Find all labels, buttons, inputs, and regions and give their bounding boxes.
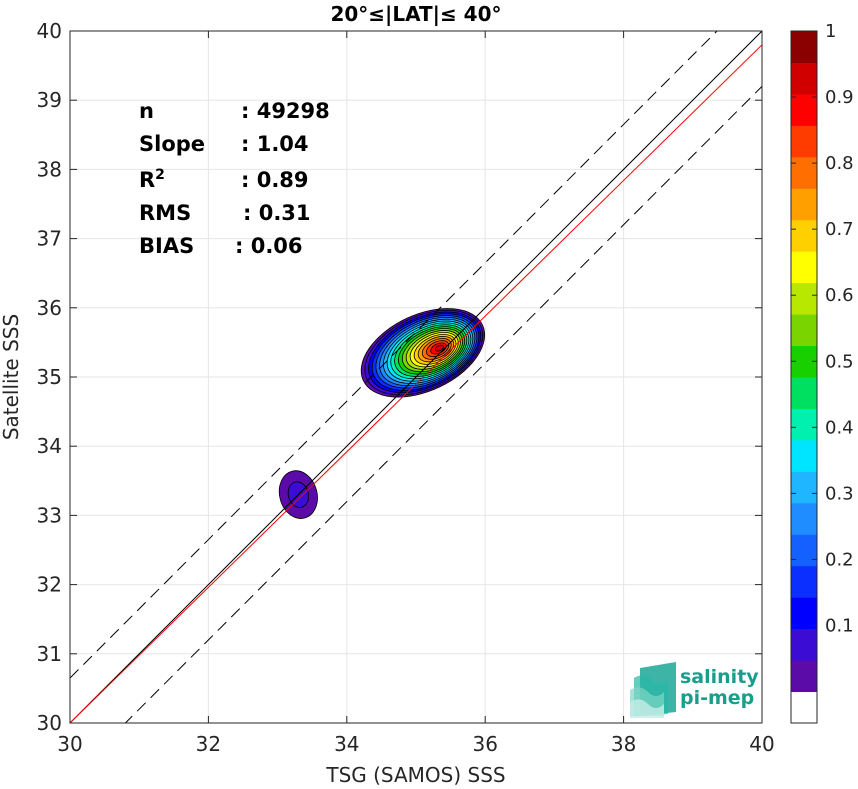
fit-line	[70, 44, 762, 723]
reference-lines	[70, 31, 762, 723]
colorbar-segment	[791, 62, 817, 95]
stat-label: n	[139, 99, 154, 123]
lower-dashed-band	[124, 86, 762, 723]
x-tick-label: 30	[57, 732, 82, 756]
colorbar-tick-label: 0.3	[825, 483, 854, 504]
colorbar-tick-label: 0.5	[825, 351, 854, 372]
colorbar-tick-label: 1	[825, 21, 836, 42]
colorbar-tick-label: 0.2	[825, 549, 854, 570]
y-tick-label: 31	[37, 642, 62, 666]
y-tick-label: 40	[37, 19, 62, 43]
colorbar-segment	[791, 188, 817, 221]
colorbar-segment	[791, 31, 817, 63]
colorbar-segment	[791, 219, 817, 252]
stat-value: : 0.31	[243, 201, 311, 225]
colorbar-frame	[790, 30, 818, 724]
y-tick-label: 36	[37, 296, 62, 320]
y-tick-label: 35	[37, 365, 62, 389]
stat-value: : 1.04	[241, 132, 309, 156]
colorbar-tick-label: 0.1	[825, 615, 854, 636]
stat-value: : 49298	[241, 99, 330, 123]
x-tick-label: 34	[334, 732, 359, 756]
y-tick-label: 33	[37, 503, 62, 527]
contour-level	[434, 344, 444, 352]
colorbar-tick-label: 0.7	[825, 219, 854, 240]
axis-ticks: 30 32 34 36 38 40 30 31 32 33 34 35 36 37 38 39 40	[37, 19, 775, 756]
colorbar-segment	[791, 377, 817, 409]
logo-text-line1: salinity	[680, 666, 759, 688]
x-tick-label: 38	[611, 732, 636, 756]
grid-lines	[69, 30, 763, 724]
colorbar-segment	[791, 314, 817, 347]
colorbar-segment	[791, 439, 817, 472]
stat-label: Slope	[139, 132, 205, 156]
colorbar-tick-label: 0.6	[825, 285, 854, 306]
colorbar-segment	[791, 93, 817, 126]
logo: salinity pi-mep	[630, 662, 759, 718]
colorbar-segment	[791, 502, 817, 535]
y-tick-label: 37	[37, 227, 62, 251]
x-axis-label: TSG (SAMOS) SSS	[325, 763, 505, 787]
colorbar-tick-label: 0.8	[825, 153, 854, 174]
colorbar-segment	[791, 628, 817, 661]
y-tick-label: 34	[37, 434, 62, 458]
colorbar-segment	[791, 251, 817, 284]
x-tick-label: 40	[749, 732, 774, 756]
y-tick-label: 32	[37, 573, 62, 597]
colorbar-segment	[791, 565, 817, 598]
colorbar-segment	[791, 534, 817, 567]
x-tick-label: 36	[472, 732, 497, 756]
colorbar-segment	[791, 471, 817, 504]
y-axis-label: Satellite SSS	[0, 314, 23, 440]
colorbar: 0.1 0.2 0.3 0.4 0.5 0.6 0.7 0.8 0.9 1	[790, 21, 854, 724]
one-to-one-line	[70, 31, 762, 723]
colorbar-segment	[791, 125, 817, 158]
stat-value: : 0.06	[235, 234, 303, 258]
colorbar-segment	[791, 597, 817, 630]
chart-title: 20°≤|LAT|≤ 40°	[330, 2, 501, 26]
y-tick-label: 30	[37, 711, 62, 735]
stat-value: : 0.89	[241, 168, 309, 192]
colorbar-tick-label: 0.4	[825, 417, 854, 438]
logo-text-line2: pi-mep	[680, 687, 754, 709]
logo-icon	[630, 662, 676, 718]
y-tick-label: 38	[37, 157, 62, 181]
colorbar-segment	[791, 156, 817, 189]
upper-dashed-band	[70, 31, 718, 679]
density-cluster	[360, 308, 486, 398]
colorbar-tick-label: 0.9	[825, 87, 854, 108]
colorbar-segment	[791, 282, 817, 315]
x-tick-label: 32	[196, 732, 221, 756]
density-contours	[278, 308, 486, 519]
colorbar-segment	[791, 691, 817, 724]
colorbar-segment	[791, 408, 817, 441]
stat-label: BIAS	[139, 234, 194, 258]
stat-label: RMS	[139, 201, 191, 225]
colorbar-segment	[791, 660, 817, 693]
y-tick-label: 39	[37, 88, 62, 112]
